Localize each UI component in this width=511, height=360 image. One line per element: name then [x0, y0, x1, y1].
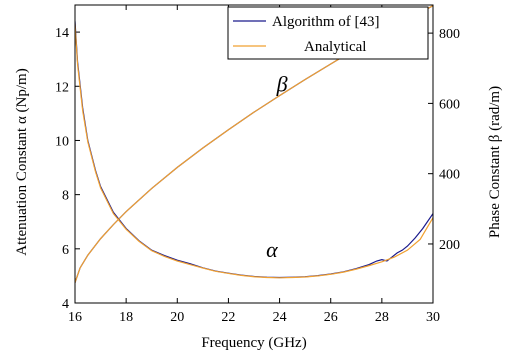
series-line-alpha-analytical: [75, 23, 433, 279]
x-tick-label: 22: [221, 310, 235, 325]
x-tick-label: 30: [426, 310, 440, 325]
plot-content: 16 18 20 22 24 26 28 30 4 6 8 10 12 14 200 400 600 800 β α: [55, 5, 460, 325]
legend-label-analytical: Analytical: [304, 39, 366, 55]
right-y-axis-title: Phase Constant β (rad/m): [487, 86, 503, 238]
plot-frame: [74, 4, 434, 304]
x-tick-label: 26: [324, 310, 338, 325]
x-tick-label: 18: [119, 310, 133, 325]
curve-annotation-alpha: α: [266, 237, 278, 262]
x-axis-title: Frequency (GHz): [201, 335, 306, 351]
left-y-tick-label: 8: [62, 189, 69, 204]
left-y-tick-label: 12: [55, 80, 69, 95]
left-y-axis-title: Attenuation Constant α (Np/m): [14, 68, 30, 255]
series-line-alpha-algorithm: [75, 21, 433, 279]
right-y-tick-label: 600: [439, 97, 460, 112]
left-y-tick-label: 6: [62, 243, 69, 258]
right-y-tick-label: 400: [439, 168, 460, 183]
left-y-tick-label: 4: [62, 297, 69, 312]
legend-label-algorithm: Algorithm of [43]: [272, 14, 379, 30]
right-y-tick-label: 200: [439, 238, 460, 253]
curve-annotation-beta: β: [276, 72, 288, 97]
x-tick-label: 24: [273, 310, 287, 325]
x-tick-label: 28: [375, 310, 389, 325]
right-y-tick-label: 800: [439, 27, 460, 42]
legend-box: [227, 6, 429, 60]
left-y-tick-label: 10: [55, 134, 69, 149]
legend: Algorithm of [43] Analytical: [227, 6, 429, 60]
left-y-tick-label: 14: [55, 26, 69, 41]
x-tick-label: 20: [170, 310, 184, 325]
x-tick-label: 16: [68, 310, 82, 325]
